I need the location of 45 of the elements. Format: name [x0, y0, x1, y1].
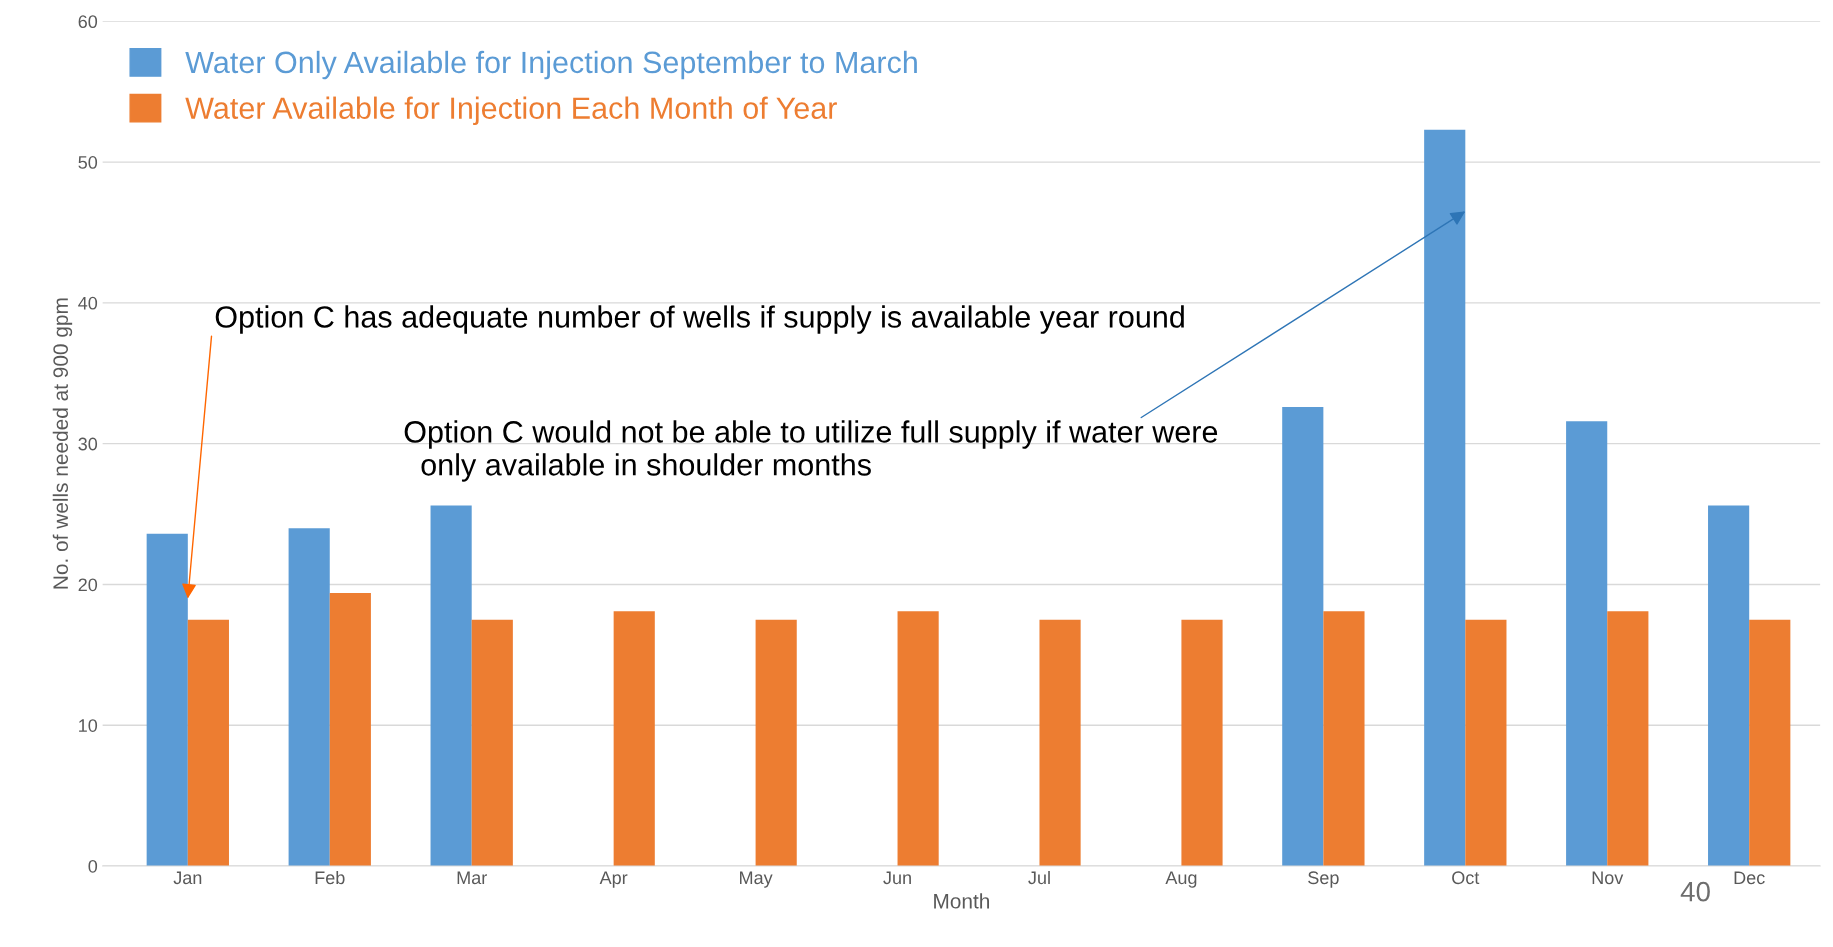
bar [1424, 129, 1466, 867]
bar [1749, 619, 1791, 867]
x-tick-label: May [740, 871, 773, 888]
bar [1323, 611, 1365, 867]
bar [897, 611, 939, 867]
bar [1282, 407, 1324, 867]
y-axis-title: No. of wells needed at 900 gpm [52, 298, 73, 589]
bar [288, 528, 330, 867]
bar [755, 619, 797, 867]
y-tick-label: 10 [79, 719, 98, 732]
x-tick-label: Jun [883, 871, 911, 885]
x-tick-label: Jul [1028, 870, 1050, 885]
y-tick-label: 30 [78, 437, 98, 451]
bar [1465, 619, 1507, 867]
bar [1708, 505, 1750, 867]
y-tick-label: 0 [88, 859, 98, 873]
bar [1566, 421, 1608, 867]
annotation: Option C has adequate number of wells if supply is available year round [215, 305, 1184, 334]
y-tick-label: 20 [78, 578, 98, 592]
y-tick-label: 60 [78, 15, 98, 29]
bar [430, 505, 472, 867]
x-tick-label: Oct [1452, 871, 1480, 885]
x-tick-label: Apr [599, 871, 628, 888]
x-tick-label: Mar [457, 871, 487, 885]
x-tick-label: Feb [315, 870, 345, 885]
bar [613, 611, 655, 867]
x-tick-label: Nov [1592, 871, 1624, 885]
bar [471, 619, 513, 867]
x-tick-label: Sep [1308, 871, 1339, 888]
annotation: Option C would not be able to utilize full supply if water were only available in shoulder months [404, 420, 1218, 482]
legend-label: Water Available for Injection Each Month of Year [185, 96, 837, 126]
bar [187, 619, 229, 867]
bar [1039, 619, 1081, 867]
bar [146, 533, 188, 867]
bar [329, 592, 371, 867]
bar [1181, 619, 1223, 867]
x-tick-label: Jan [173, 871, 202, 885]
y-tick-label: 40 [78, 296, 98, 310]
bar [1607, 611, 1649, 867]
legend-label: Water Only Available for Injection September to March [185, 50, 917, 80]
x-tick-label: Aug [1165, 871, 1197, 888]
x-axis-title: Month [934, 893, 990, 909]
x-tick-label: Dec [1734, 871, 1765, 885]
y-tick-label: 50 [78, 156, 98, 169]
text: 40 [1680, 881, 1710, 902]
